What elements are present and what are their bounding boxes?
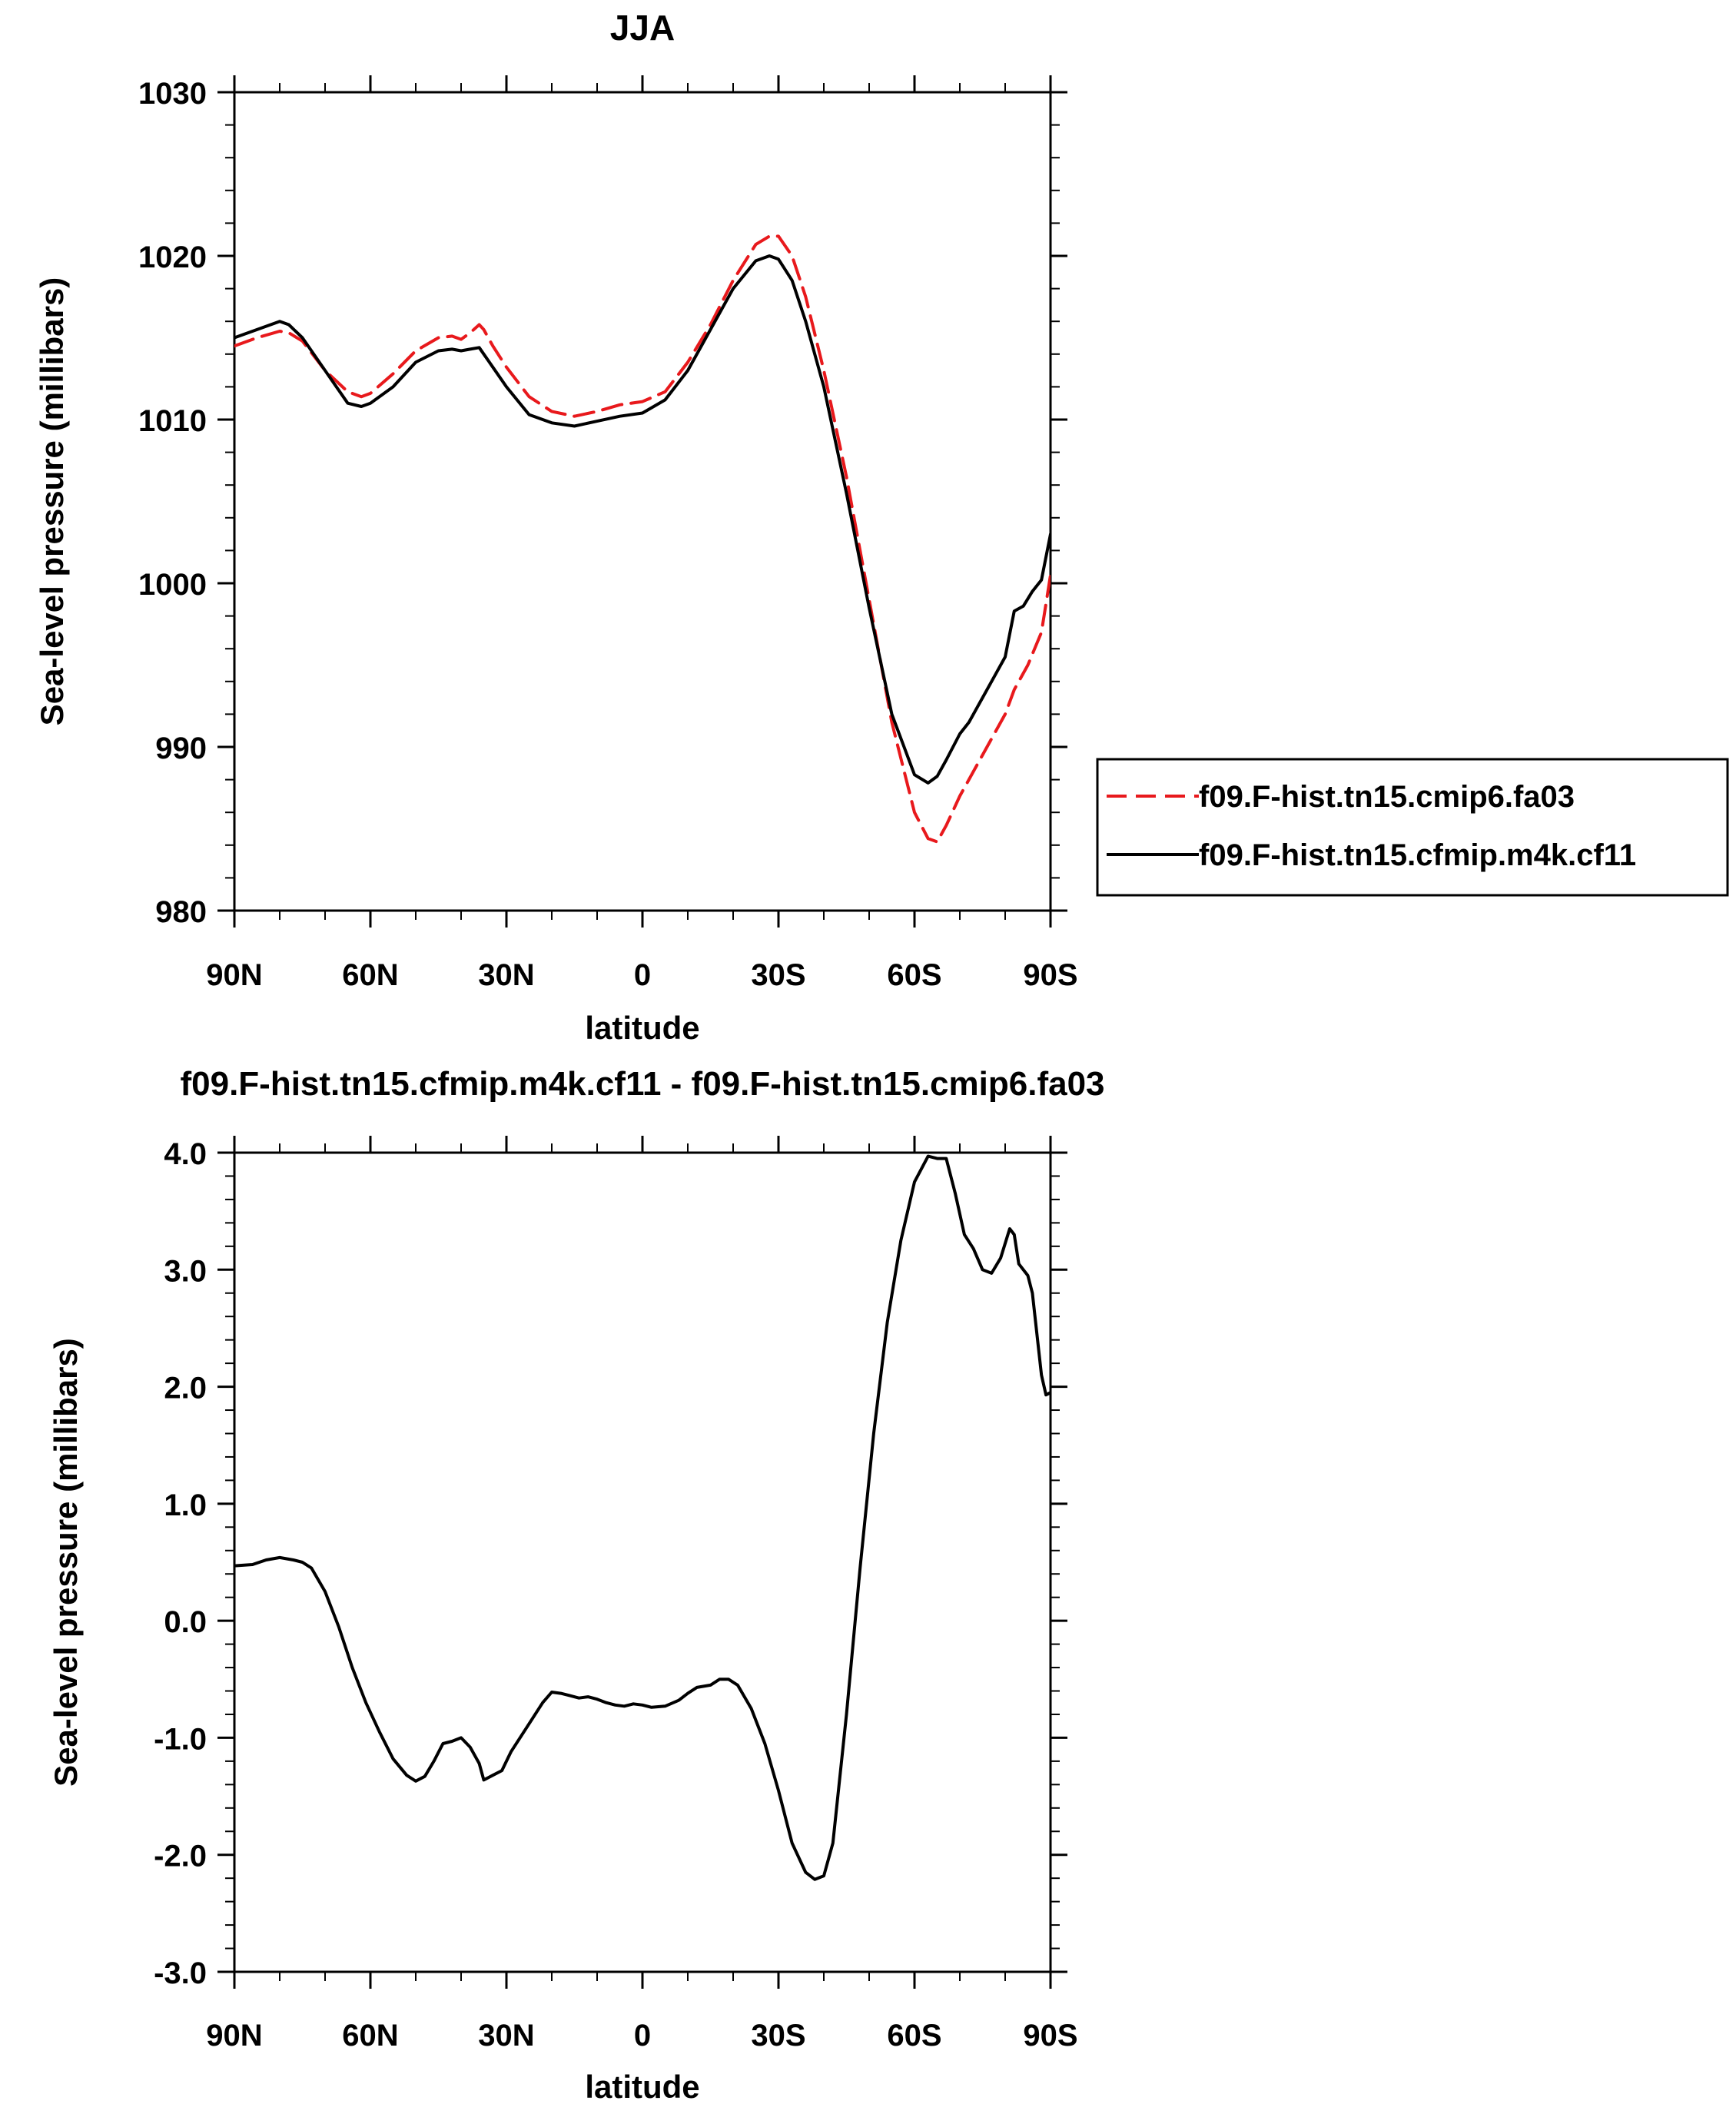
x-tick-label: 30S	[751, 958, 805, 992]
y-tick-label: 980	[155, 895, 207, 929]
legend-label-2: f09.F-hist.tn15.cfmip.m4k.cf11	[1199, 838, 1636, 872]
y-tick-label: 1030	[138, 77, 207, 111]
y-tick-label: 4.0	[164, 1137, 207, 1171]
x-tick-label: 60N	[342, 958, 398, 992]
y-tick-label: 2.0	[164, 1372, 207, 1405]
x-tick-label: 60N	[342, 2019, 398, 2053]
y-tick-label: 990	[155, 732, 207, 765]
x-tick-label: 30S	[751, 2019, 805, 2053]
y-tick-label: 0.0	[164, 1605, 207, 1639]
x-axis-label: latitude	[585, 2069, 699, 2104]
x-tick-label: 0	[634, 958, 651, 992]
x-tick-label: 90N	[206, 2019, 262, 2053]
y-tick-label: -3.0	[154, 1956, 207, 1990]
y-tick-label: -2.0	[154, 1840, 207, 1873]
y-tick-label: 1010	[138, 404, 207, 438]
legend: f09.F-hist.tn15.cmip6.fa03 f09.F-hist.tn1…	[1096, 758, 1729, 897]
y-axis-label: Sea-level pressure (millibars)	[34, 277, 70, 726]
chart-panel-2: f09.F-hist.tn15.cfmip.m4k.cf11 - f09.F-h…	[48, 1065, 1105, 2104]
chart-title: JJA	[610, 8, 675, 48]
x-tick-label: 0	[634, 2019, 651, 2053]
series-line-1	[234, 234, 1051, 844]
x-axis-label: latitude	[585, 1010, 699, 1046]
y-axis-label: Sea-level pressure (millibars)	[48, 1338, 84, 1787]
x-tick-label: 90N	[206, 958, 262, 992]
plot-frame	[233, 91, 1052, 912]
x-tick-label: 90S	[1023, 2019, 1077, 2053]
legend-box	[1096, 758, 1729, 897]
plot-frame	[233, 1151, 1052, 1973]
chart-panel-1: JJA 980 990 1000 1010 1020 1030 90N 60N 30N 0 30S 60…	[34, 8, 1729, 1046]
x-tick-label: 30N	[478, 958, 534, 992]
series-line-1	[234, 1154, 1051, 1881]
y-tick-label: 1.0	[164, 1488, 207, 1522]
y-tick-label: 1000	[138, 568, 207, 602]
legend-label-1: f09.F-hist.tn15.cmip6.fa03	[1199, 780, 1575, 814]
y-tick-label: -1.0	[154, 1722, 207, 1756]
x-tick-label: 30N	[478, 2019, 534, 2053]
x-tick-label: 60S	[887, 2019, 941, 2053]
x-tick-label: 90S	[1023, 958, 1077, 992]
y-tick-label: 1020	[138, 241, 207, 274]
y-tick-label: 3.0	[164, 1254, 207, 1288]
series-line-2	[234, 254, 1051, 785]
x-tick-label: 60S	[887, 958, 941, 992]
chart-title: f09.F-hist.tn15.cfmip.m4k.cf11 - f09.F-h…	[180, 1065, 1104, 1103]
